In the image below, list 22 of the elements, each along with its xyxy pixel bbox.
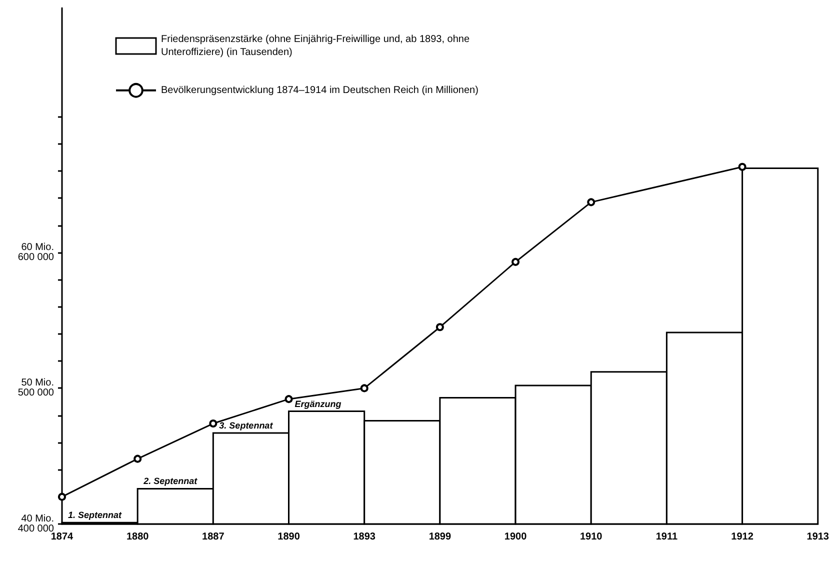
x-tick-label: 1887 — [202, 532, 225, 542]
x-tick-label: 1913 — [806, 532, 830, 542]
legend-label: Bevölkerungsentwicklung 1874–1914 im Deutschen Reich (in Millionen) — [161, 84, 478, 96]
annotation: 2. Septennat — [142, 476, 198, 486]
x-tick-label: 1910 — [580, 532, 603, 542]
y-tick-label: 500 000 — [18, 388, 54, 399]
x-tick-label: 1874 — [50, 532, 74, 542]
y-tick-label: 600 000 — [18, 252, 54, 263]
legend-label: Friedenspräsenzstärke (ohne Einjährig-Freiwillige und, ab 1893, ohne Unteroffiziere) (in Tausenden) — [161, 34, 472, 58]
x-tick-label: 1911 — [656, 532, 678, 542]
x-tick-label: 1899 — [428, 532, 452, 542]
annotation: 3. Septennat — [219, 420, 274, 431]
annotation: 1. Septennat — [68, 510, 123, 520]
x-tick-label: 1880 — [126, 532, 150, 542]
x-tick-label: 1912 — [731, 532, 754, 542]
x-tick-label: 1890 — [278, 532, 300, 542]
x-tick-label: 1900 — [504, 532, 528, 542]
annotation: Ergänzung — [294, 398, 342, 409]
y2-tick-label: 40 Mio. — [21, 514, 54, 524]
x-tick-label: 1893 — [353, 532, 376, 542]
y2-tick-label: 60 Mio. — [21, 242, 54, 253]
y2-tick-label: 50 Mio. — [21, 378, 54, 389]
